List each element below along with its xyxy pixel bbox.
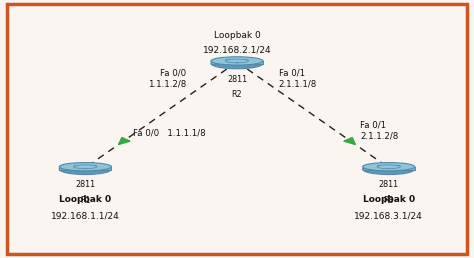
Ellipse shape <box>59 164 111 175</box>
Text: 2811: 2811 <box>227 75 247 84</box>
Text: 192.168.1.1/24: 192.168.1.1/24 <box>51 212 120 221</box>
Ellipse shape <box>363 164 415 175</box>
Ellipse shape <box>84 168 87 169</box>
Text: Loopbak 0: Loopbak 0 <box>59 195 111 204</box>
Ellipse shape <box>377 165 380 166</box>
Text: Loopbak 0: Loopbak 0 <box>363 195 415 204</box>
Ellipse shape <box>236 62 238 63</box>
Polygon shape <box>344 138 356 144</box>
Text: Fa 0/0
1.1.1.2/8: Fa 0/0 1.1.1.2/8 <box>148 68 186 88</box>
Polygon shape <box>59 167 111 170</box>
Ellipse shape <box>387 168 390 169</box>
Text: 2811: 2811 <box>75 180 95 189</box>
Text: Fa 0/1
2.1.1.1/8: Fa 0/1 2.1.1.1/8 <box>279 68 317 88</box>
Ellipse shape <box>211 57 263 65</box>
Ellipse shape <box>73 165 77 166</box>
Ellipse shape <box>94 165 97 166</box>
Text: 2811: 2811 <box>379 180 399 189</box>
Ellipse shape <box>363 163 415 171</box>
Ellipse shape <box>59 163 111 171</box>
Text: 192.168.2.1/24: 192.168.2.1/24 <box>203 46 271 54</box>
Text: R1: R1 <box>80 196 91 205</box>
Text: R2: R2 <box>232 90 242 99</box>
Ellipse shape <box>211 58 263 69</box>
Text: 192.168.3.1/24: 192.168.3.1/24 <box>354 212 423 221</box>
Text: Fa 0/0   1.1.1.1/8: Fa 0/0 1.1.1.1/8 <box>133 128 205 138</box>
Text: Fa 0/1
2.1.1.2/8: Fa 0/1 2.1.1.2/8 <box>360 120 399 140</box>
Text: Loopbak 0: Loopbak 0 <box>214 31 260 40</box>
Text: R3: R3 <box>383 196 394 205</box>
Polygon shape <box>118 138 130 144</box>
Ellipse shape <box>397 165 401 166</box>
Polygon shape <box>363 167 415 170</box>
Polygon shape <box>211 61 263 64</box>
